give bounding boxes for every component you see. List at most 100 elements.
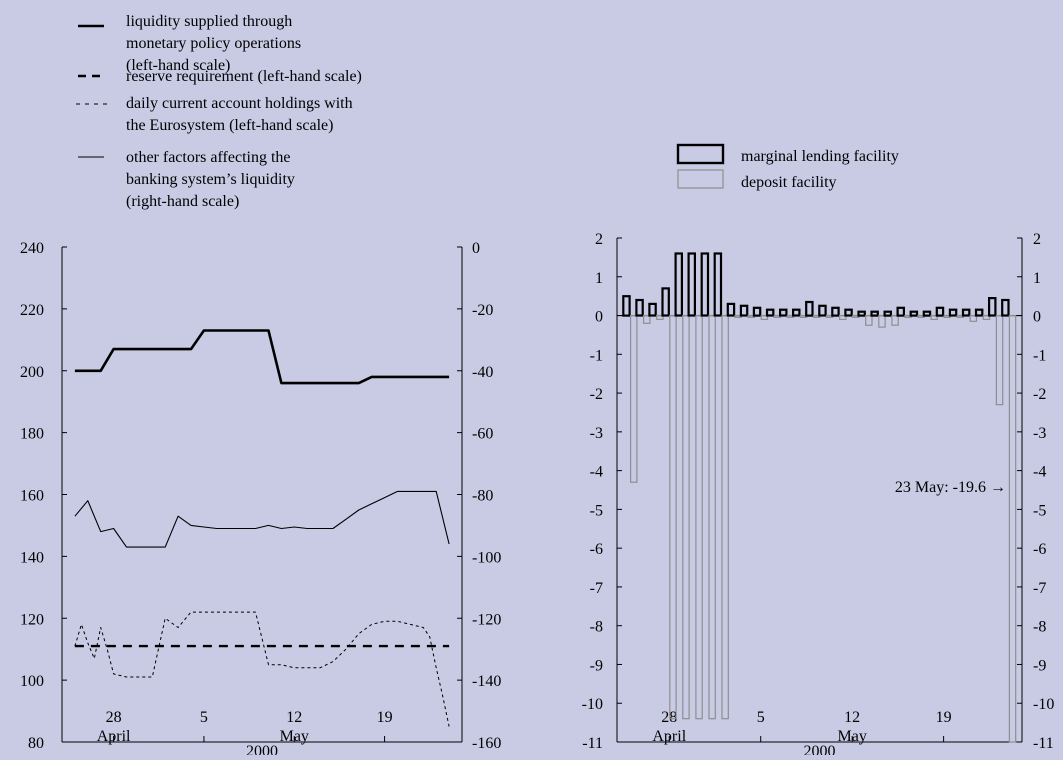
bar-deposit (865, 314, 873, 326)
bar-left-y-tick-label: -1 (590, 347, 603, 364)
bar-deposit (642, 314, 651, 324)
bar-left-y-tick-label: -9 (590, 657, 603, 674)
bar-marginal-lending (818, 304, 827, 317)
bar-marginal-lending (726, 302, 736, 317)
bar-right-y-tick-label: -5 (1033, 502, 1046, 519)
bar-left-y-tick-label: -3 (590, 425, 603, 442)
bar-marginal-lending (739, 304, 749, 317)
left-y-tick-label: 80 (28, 735, 44, 752)
bar-x-month-label: April (652, 728, 686, 745)
bar-left-y-tick-label: -10 (582, 696, 603, 713)
legend-swatch-deposit (677, 169, 724, 189)
bar-marginal-lending (922, 310, 932, 317)
x-tick-label: 5 (200, 709, 208, 726)
bar-deposit (695, 314, 703, 720)
bar-deposit (656, 314, 664, 321)
bar-right-y-tick-label: -3 (1033, 425, 1046, 442)
x-tick-label: 12 (286, 709, 302, 726)
bar-marginal-lending (661, 287, 670, 317)
bar-x-tick-label: 5 (757, 709, 765, 726)
bar-deposit (708, 314, 716, 720)
left-y-tick-label: 220 (20, 302, 44, 319)
bar-left-y-tick-label: -2 (590, 386, 603, 403)
bar-right-y-tick-label: 1 (1033, 270, 1041, 287)
bar-marginal-lending (752, 306, 762, 317)
x-tick-label: 19 (377, 709, 393, 726)
legend-label-marginal-lending: marginal lending facility (741, 148, 899, 165)
bar-right-y-tick-label: -4 (1033, 464, 1046, 481)
bar-right-y-tick-label: -2 (1033, 386, 1046, 403)
left-y-tick-label: 120 (20, 611, 44, 628)
bar-left-y-tick-label: 0 (595, 309, 603, 326)
bar-left-y-tick-label: -11 (582, 735, 603, 752)
bar-right-y-tick-label: -9 (1033, 657, 1046, 674)
bar-marginal-lending (844, 308, 853, 317)
left-y-tick-label: 200 (20, 364, 44, 381)
bar-marginal-lending (974, 308, 984, 317)
bar-x-tick-label: 19 (936, 709, 952, 726)
bar-right-y-tick-label: -6 (1033, 541, 1046, 558)
bar-deposit (760, 314, 769, 321)
bar-marginal-lending (857, 310, 866, 317)
left-y-tick-label: 140 (20, 549, 44, 566)
right-y-tick-label: 0 (472, 240, 480, 257)
bar-left-y-tick-label: -6 (590, 541, 603, 558)
right-y-tick-label: -120 (472, 611, 501, 628)
bar-marginal-lending (765, 308, 775, 317)
bar-marginal-lending (622, 295, 631, 317)
right-y-tick-label: -100 (472, 549, 501, 566)
bar-marginal-lending (1001, 298, 1010, 317)
x-year-label: 2000 (246, 743, 278, 755)
left-y-tick-label: 160 (20, 488, 44, 505)
bar-left-y-tick-label: 2 (595, 231, 603, 248)
left-y-tick-label: 180 (20, 426, 44, 443)
bar-marginal-lending (935, 306, 945, 317)
left-y-tick-label: 100 (20, 673, 44, 690)
x-tick-label: 28 (106, 709, 122, 726)
bar-deposit (930, 314, 938, 321)
legend-label-deposit: deposit facility (741, 174, 837, 191)
legend-label-monetary: liquidity supplied through monetary polic… (126, 13, 301, 74)
bar-deposit (682, 314, 690, 720)
bar-deposit (629, 314, 638, 483)
bar-marginal-lending (778, 308, 788, 317)
bar-x-tick-label: 12 (844, 709, 860, 726)
bar-marginal-lending (791, 308, 801, 317)
left-line-chart: 240 220 200 180 160 140 120 100 80 0 -20 -40 -60 -80 -… (20, 240, 501, 760)
bar-left-y-tick-label: -8 (590, 619, 603, 636)
legend-swatch-marginal-lending (676, 143, 725, 165)
right-bar-chart: 2 2 1 1 0 0 -1 -1 -2 -2 -3 -3 -4 -4 -5 -5 -6 -6 -7 -7 -8 -8 -9… (582, 231, 1055, 760)
bar-marginal-lending (883, 310, 892, 317)
bar-marginal-lending (648, 302, 657, 317)
series-line-other-factors (74, 490, 450, 548)
bar-marginal-lending (896, 306, 905, 317)
right-y-tick-label: -80 (472, 488, 493, 505)
bar-deposit (669, 314, 677, 720)
bar-marginal-lending (831, 306, 840, 317)
bar-marginal-lending (700, 252, 710, 317)
bar-right-y-tick-label: 0 (1033, 309, 1041, 326)
bar-deposit (838, 314, 847, 321)
bar-marginal-lending (987, 297, 997, 317)
bar-left-y-tick-label: -4 (590, 464, 603, 481)
bar-marginal-lending (909, 310, 919, 317)
left-y-tick-label: 240 (20, 240, 44, 257)
bar-deposit (969, 314, 978, 322)
bar-deposit (1008, 314, 1017, 743)
bar-left-y-tick-label: -7 (590, 580, 603, 597)
right-y-tick-label: -60 (472, 426, 493, 443)
bar-x-year-label: 2000 (804, 743, 836, 755)
bar-right-y-tick-label: -8 (1033, 619, 1046, 636)
bar-marginal-lending (635, 298, 644, 317)
bar-right-y-tick-label: -11 (1033, 735, 1054, 752)
legend-label-reserve: reserve requirement (left-hand scale) (126, 68, 362, 85)
series-line-current-account (74, 611, 450, 727)
bar-deposit (891, 314, 899, 326)
left-legend: liquidity supplied through monetary polic… (76, 13, 362, 210)
right-y-tick-label: -160 (472, 735, 501, 752)
bar-right-y-tick-label: -7 (1033, 580, 1046, 597)
bar-deposit (982, 314, 991, 321)
legend-label-current-account: daily current account holdings with the E… (126, 95, 353, 134)
bar-deposit (721, 314, 729, 720)
